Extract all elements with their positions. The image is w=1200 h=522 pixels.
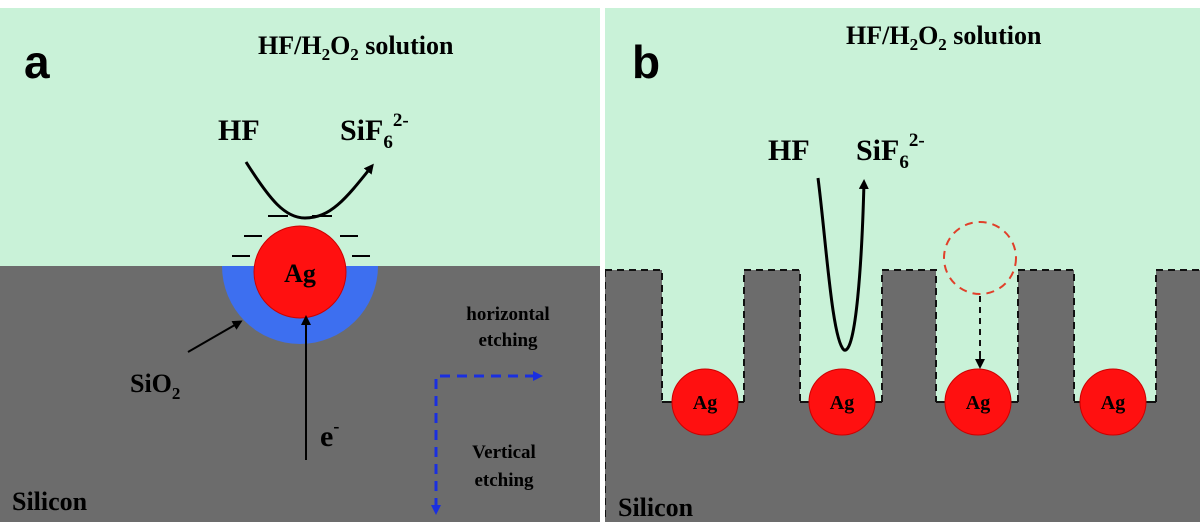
text-part: etching xyxy=(478,330,538,351)
figure: a HF/H2O2 solution HF SiF62- Ag SiO2 e- … xyxy=(0,0,1200,522)
text-part: etching xyxy=(474,470,534,491)
panel-letter: b xyxy=(632,36,660,88)
text-part: Vertical xyxy=(472,442,536,463)
panel-a: a HF/H2O2 solution HF SiF62- Ag SiO2 e- … xyxy=(0,8,600,522)
text-part: HF/H xyxy=(846,21,910,50)
text-part: solution xyxy=(947,21,1042,50)
text-part: - xyxy=(333,416,339,436)
divider xyxy=(600,0,605,522)
text-part: horizontal xyxy=(466,304,549,325)
text-part: 2 xyxy=(910,35,919,54)
reactant-label: HF xyxy=(218,114,260,147)
particle-label: Ag xyxy=(693,392,717,414)
substrate-label: Silicon xyxy=(618,493,694,522)
text-part: SiF xyxy=(856,134,899,167)
particle-label: Ag xyxy=(966,392,990,414)
text-part: 2 xyxy=(938,35,947,54)
text-part: HF/H xyxy=(258,31,322,60)
text-part: 2 xyxy=(322,45,331,64)
text-part: 2 xyxy=(172,384,181,403)
panel-b: b HF/H2O2 solution HF SiF62- Ag Ag Ag Ag… xyxy=(605,8,1200,522)
text-part: 2- xyxy=(909,130,925,151)
text-part: O xyxy=(918,21,938,50)
text-part: 6 xyxy=(383,132,393,153)
particle-label: Ag xyxy=(1101,392,1125,414)
text-part: O xyxy=(330,31,350,60)
text-part: SiO xyxy=(130,369,172,398)
particle-label: Ag xyxy=(284,259,316,288)
text-part: 2 xyxy=(350,45,359,64)
text-part: 6 xyxy=(899,152,909,173)
text-part: 2- xyxy=(393,110,409,131)
reactant-label: HF xyxy=(768,134,810,167)
text-part: e xyxy=(320,420,333,453)
text-part: solution xyxy=(359,31,454,60)
substrate-label: Silicon xyxy=(12,487,88,516)
particle-label: Ag xyxy=(830,392,854,414)
panel-letter: a xyxy=(24,36,50,88)
text-part: SiF xyxy=(340,114,383,147)
